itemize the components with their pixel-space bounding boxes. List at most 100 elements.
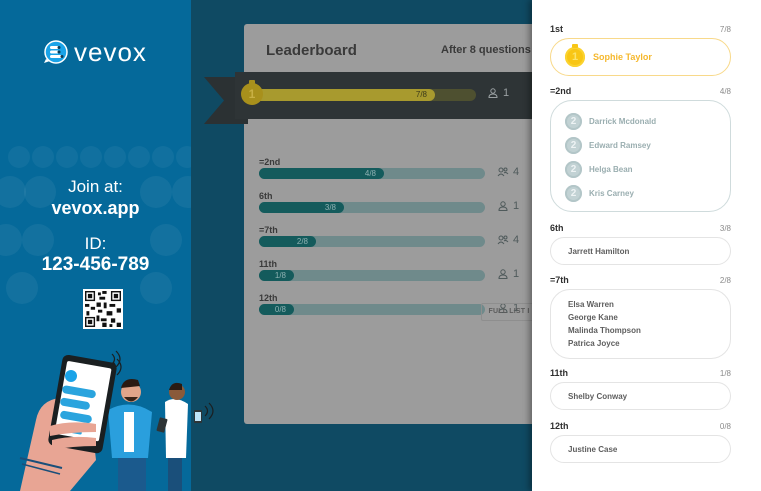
leaderboard-row[interactable]: 12th 0/8 1 [259, 293, 539, 327]
participant-name: Kris Carney [589, 188, 634, 198]
group-rank: 12th [550, 421, 569, 431]
row-rank: 11th [259, 259, 278, 269]
participant-count: 1 [497, 268, 519, 280]
group-score: 3/8 [719, 224, 731, 233]
row-rank: =2nd [259, 157, 281, 167]
winner-score-fill: 7/8 [250, 89, 435, 101]
score-bar-fill: 0/8 [259, 304, 294, 315]
participant-name: Edward Ramsey [589, 140, 651, 150]
score-bar-fill: 3/8 [259, 202, 344, 213]
group-rank: 11th [550, 368, 569, 378]
participant-entry[interactable]: 2 Helga Bean [565, 157, 730, 181]
rank-group-1st: 1st 7/8 1 Sophie Taylor [550, 20, 731, 76]
join-url: vevox.app [51, 198, 140, 218]
id-label: ID: [84, 234, 107, 253]
vevox-logo: vevox [42, 37, 147, 67]
group-score: 0/8 [719, 422, 731, 431]
qr-code [83, 289, 123, 329]
participant-name: Helga Bean [589, 164, 633, 174]
rank-group-2nd: =2nd 4/8 2 Darrick Mcdonald 2 Edward Ram… [550, 82, 731, 212]
silver-medal-icon: 2 [565, 160, 582, 178]
seventh-place-entries: Elsa Warren George Kane Malinda Thompson… [550, 289, 731, 359]
participant-name: Shelby Conway [568, 391, 628, 401]
participant-count: 4 [497, 166, 519, 178]
participant-name[interactable]: Elsa Warren [568, 300, 614, 309]
row-rank: =7th [259, 225, 278, 235]
score-bar: 2/8 [259, 236, 485, 247]
stage-overlay: Leaderboard After 8 questions =2nd 4/8 4 [191, 0, 544, 491]
row-score: 1/8 [274, 271, 286, 280]
silver-medal-icon: 2 [565, 136, 582, 154]
row-score: 0/8 [274, 305, 286, 314]
user-icon [498, 201, 508, 211]
count-value: 1 [513, 268, 520, 280]
join-label: Join at: [68, 177, 123, 196]
group-score: 2/8 [719, 276, 731, 285]
participant-entry[interactable]: Shelby Conway [550, 382, 731, 410]
participant-name[interactable]: Malinda Thompson [568, 326, 641, 335]
rank-group-6th: 6th 3/8 Jarrett Hamilton [550, 219, 731, 265]
winner-entry[interactable]: 1 Sophie Taylor [550, 38, 731, 76]
rank-group-12th: 12th 0/8 Justine Case [550, 417, 731, 463]
group-rank: 1st [550, 24, 564, 34]
row-rank: 12th [259, 293, 278, 303]
score-bar-fill: 2/8 [259, 236, 316, 247]
group-rank: 6th [550, 223, 564, 233]
participant-name: Darrick Mcdonald [589, 116, 657, 126]
count-value: 4 [513, 166, 520, 178]
leaderboard-title: Leaderboard [266, 42, 357, 59]
silver-medal-icon: 2 [565, 184, 582, 202]
brand-name: vevox [74, 37, 147, 67]
winner-banner[interactable]: 7/8 1 1 [235, 72, 535, 119]
leaderboard-row[interactable]: =2nd 4/8 4 [259, 157, 539, 191]
leaderboard-rows: =2nd 4/8 4 6th 3/8 [259, 157, 539, 327]
row-score: 4/8 [364, 169, 376, 178]
users-icon [497, 167, 509, 177]
count-value: 1 [513, 200, 520, 212]
vevox-logo-icon [44, 40, 68, 64]
score-bar-fill: 1/8 [259, 270, 294, 281]
people-with-phones-illustration [19, 350, 214, 491]
participant-name: Justine Case [568, 444, 618, 454]
winner-score-bar: 7/8 [250, 89, 476, 101]
group-score: 4/8 [719, 87, 731, 96]
group-score: 7/8 [719, 25, 731, 34]
winner-score: 7/8 [415, 90, 427, 99]
leaderboard-drawer: 1st 7/8 1 Sophie Taylor =2nd 4/8 2 Darri… [532, 0, 761, 491]
users-icon [497, 235, 509, 245]
group-rank: =7th [550, 275, 569, 285]
user-icon [498, 269, 508, 279]
group-rank: =2nd [550, 86, 572, 96]
participant-entry[interactable]: Justine Case [550, 435, 731, 463]
participant-entry[interactable]: 2 Kris Carney [565, 181, 730, 205]
participant-count: 4 [497, 234, 519, 246]
participant-name: Sophie Taylor [593, 52, 652, 62]
leaderboard-row[interactable]: 6th 3/8 1 [259, 191, 539, 225]
row-rank: 6th [259, 191, 273, 201]
gold-medal-icon: 1 [241, 80, 263, 105]
score-bar: 0/8 [259, 304, 485, 315]
participant-count: 1 [497, 200, 519, 212]
rank-group-7th: =7th 2/8 Elsa Warren George Kane Malinda… [550, 271, 731, 359]
score-bar: 3/8 [259, 202, 485, 213]
participant-name[interactable]: Patrica Joyce [568, 339, 620, 348]
count-value: 1 [513, 302, 520, 314]
participant-entry[interactable]: 2 Edward Ramsey [565, 133, 730, 157]
count-value: 1 [503, 87, 510, 99]
second-place-entries: 2 Darrick Mcdonald 2 Edward Ramsey 2 Hel… [550, 100, 731, 212]
leaderboard-row[interactable]: 11th 1/8 1 [259, 259, 539, 293]
winner-count: 1 [487, 87, 509, 99]
participant-name[interactable]: George Kane [568, 313, 618, 322]
participant-entry[interactable]: 2 Darrick Mcdonald [565, 109, 730, 133]
gold-medal-icon: 1 [565, 44, 585, 67]
participant-name: Jarrett Hamilton [568, 246, 630, 256]
silver-medal-icon: 2 [565, 112, 582, 130]
count-value: 4 [513, 234, 520, 246]
full-list-button[interactable]: FULL LIST I [481, 303, 537, 321]
score-bar: 1/8 [259, 270, 485, 281]
leaderboard-row[interactable]: =7th 2/8 4 [259, 225, 539, 259]
row-score: 2/8 [296, 237, 308, 246]
participant-entry[interactable]: Jarrett Hamilton [550, 237, 731, 265]
background-dots [0, 140, 191, 310]
questions-count: After 8 questions [441, 44, 531, 56]
